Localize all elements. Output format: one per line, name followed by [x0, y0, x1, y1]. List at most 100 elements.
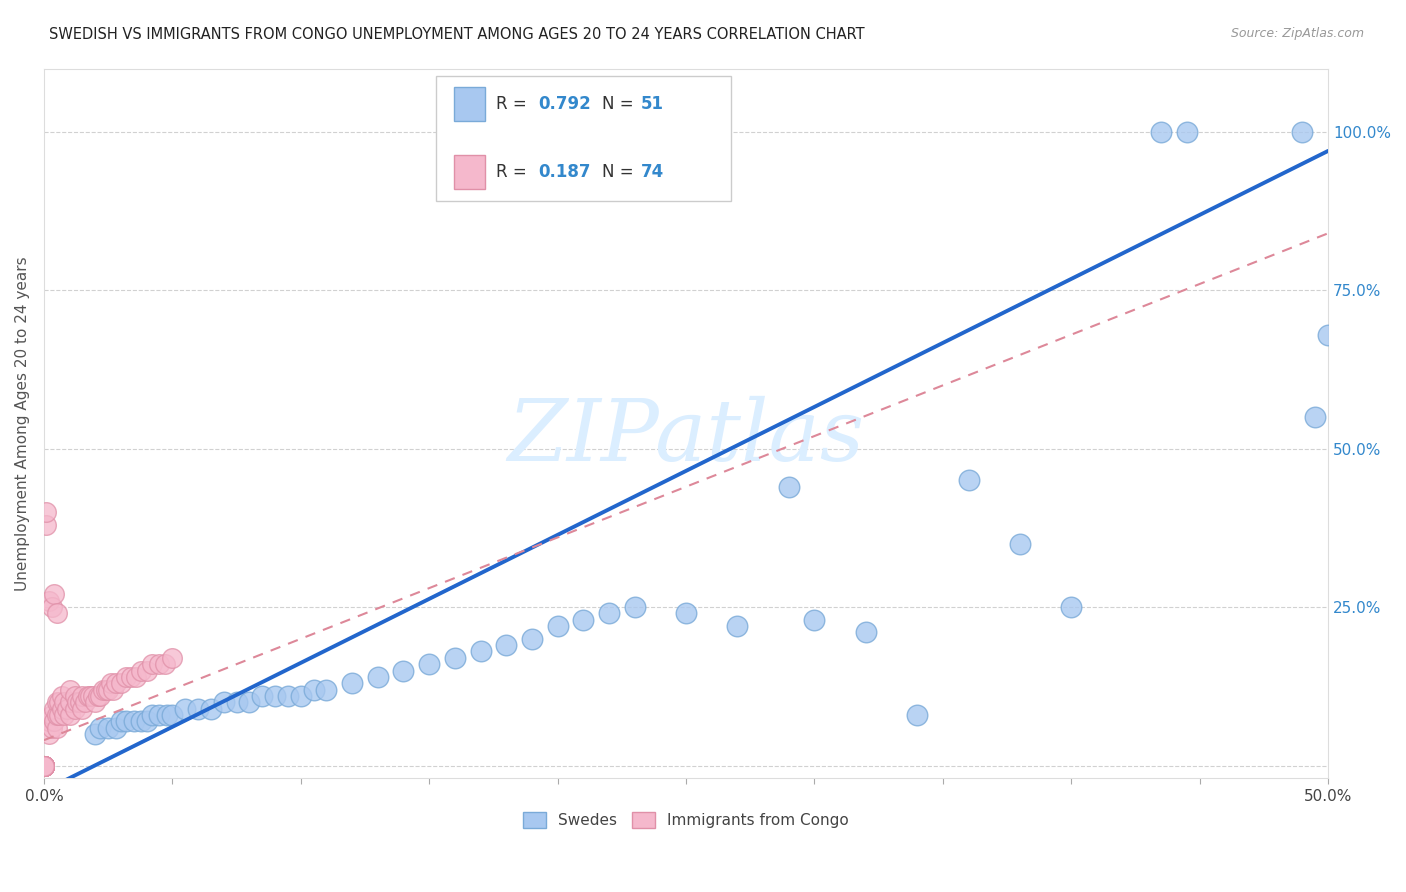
- Point: [115, 670, 138, 684]
- Point: [56, 701, 79, 715]
- Point: [32, 758, 55, 772]
- Point: [32, 758, 55, 772]
- Point: [44, 701, 66, 715]
- Point: [38, 594, 60, 608]
- Point: [250, 689, 273, 703]
- Point: [51, 689, 73, 703]
- Point: [302, 682, 325, 697]
- Point: [957, 474, 980, 488]
- Point: [1303, 410, 1326, 425]
- Text: 51: 51: [641, 95, 664, 113]
- Point: [69, 695, 91, 709]
- Point: [277, 689, 299, 703]
- Point: [131, 714, 153, 729]
- Point: [32, 758, 55, 772]
- Point: [97, 682, 120, 697]
- Point: [1317, 327, 1340, 342]
- Point: [79, 689, 101, 703]
- Point: [1060, 600, 1083, 615]
- Point: [125, 670, 148, 684]
- Point: [148, 657, 170, 672]
- Point: [35, 505, 58, 519]
- Y-axis label: Unemployment Among Ages 20 to 24 years: Unemployment Among Ages 20 to 24 years: [15, 256, 30, 591]
- Point: [100, 676, 122, 690]
- Point: [520, 632, 543, 646]
- Point: [122, 714, 145, 729]
- Text: SWEDISH VS IMMIGRANTS FROM CONGO UNEMPLOYMENT AMONG AGES 20 TO 24 YEARS CORRELAT: SWEDISH VS IMMIGRANTS FROM CONGO UNEMPLO…: [49, 27, 865, 42]
- Point: [120, 670, 142, 684]
- Point: [725, 619, 748, 633]
- Point: [89, 721, 111, 735]
- Point: [58, 695, 80, 709]
- Point: [32, 758, 55, 772]
- Point: [58, 707, 80, 722]
- Text: 0.187: 0.187: [538, 163, 591, 181]
- Point: [32, 758, 55, 772]
- Point: [495, 638, 517, 652]
- Point: [32, 758, 55, 772]
- Point: [264, 689, 287, 703]
- Point: [44, 714, 66, 729]
- Point: [135, 664, 157, 678]
- Point: [45, 695, 67, 709]
- Point: [238, 695, 260, 709]
- Point: [82, 689, 104, 703]
- Point: [66, 695, 89, 709]
- Point: [156, 707, 179, 722]
- Point: [45, 607, 67, 621]
- Point: [905, 707, 928, 722]
- Point: [94, 682, 117, 697]
- Point: [97, 721, 120, 735]
- Point: [803, 613, 825, 627]
- Point: [89, 689, 111, 703]
- Text: ZIPatlas: ZIPatlas: [508, 396, 865, 479]
- Point: [32, 758, 55, 772]
- Point: [115, 714, 138, 729]
- Point: [91, 682, 114, 697]
- Point: [1008, 537, 1031, 551]
- Point: [84, 695, 107, 709]
- Point: [32, 758, 55, 772]
- Point: [32, 758, 55, 772]
- Point: [76, 689, 98, 703]
- Point: [162, 650, 184, 665]
- Point: [51, 701, 73, 715]
- Point: [153, 657, 176, 672]
- Point: [53, 707, 76, 722]
- Point: [1175, 125, 1198, 139]
- Point: [32, 758, 55, 772]
- Point: [32, 758, 55, 772]
- Point: [131, 664, 153, 678]
- Point: [32, 758, 55, 772]
- Point: [470, 644, 492, 658]
- Point: [110, 714, 132, 729]
- Point: [392, 664, 415, 678]
- Point: [41, 707, 63, 722]
- Point: [187, 701, 209, 715]
- Point: [212, 695, 235, 709]
- Point: [148, 707, 170, 722]
- Point: [73, 695, 96, 709]
- Point: [110, 676, 132, 690]
- Point: [32, 758, 55, 772]
- Point: [1150, 125, 1173, 139]
- Point: [623, 600, 645, 615]
- Point: [367, 670, 389, 684]
- Point: [547, 619, 569, 633]
- Legend: Swedes, Immigrants from Congo: Swedes, Immigrants from Congo: [517, 806, 855, 834]
- Text: R =: R =: [496, 163, 533, 181]
- Point: [32, 758, 55, 772]
- Point: [41, 600, 63, 615]
- Point: [58, 682, 80, 697]
- Point: [72, 689, 94, 703]
- Point: [48, 707, 70, 722]
- Point: [200, 701, 222, 715]
- Point: [225, 695, 247, 709]
- Point: [32, 758, 55, 772]
- Point: [32, 758, 55, 772]
- Text: R =: R =: [496, 95, 533, 113]
- Text: N =: N =: [602, 95, 638, 113]
- Point: [1291, 125, 1313, 139]
- Point: [32, 758, 55, 772]
- Point: [141, 657, 163, 672]
